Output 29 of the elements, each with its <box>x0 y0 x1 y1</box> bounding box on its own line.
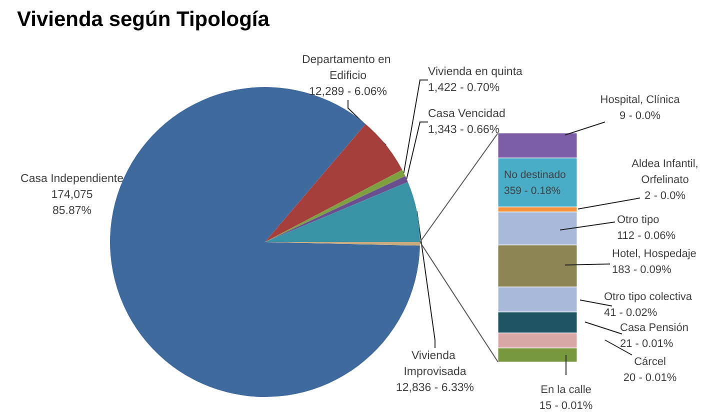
data-label: 15 - 0.01% <box>539 400 593 412</box>
category-label: No destinado <box>504 169 566 181</box>
data-label: 2 - 0.0% <box>644 190 686 202</box>
data-label: 174,075 85.87% <box>51 189 93 217</box>
slice-label: Departamento en Edificio <box>302 54 394 82</box>
data-label: 21 - 0.01% <box>620 338 674 350</box>
data-label: 1,343 - 0.66% <box>428 124 500 136</box>
category-label: Cárcel <box>634 356 666 368</box>
category-label: Casa Pensión <box>620 322 688 334</box>
slice-label: Casa Independiente <box>20 173 124 185</box>
data-label: 112 - 0.06% <box>617 230 676 242</box>
category-label: Otro tipo colectiva <box>604 291 693 303</box>
data-label: 1,422 - 0.70% <box>428 82 500 94</box>
data-label: 359 - 0.18% <box>504 185 561 197</box>
slice-label: Vivienda Improvisada <box>404 350 467 378</box>
category-label: Aldea Infantil, Orfelinato <box>632 158 698 186</box>
category-label: Hotel, Hospedaje <box>612 248 696 260</box>
slice-label: Vivienda en quinta <box>428 66 524 78</box>
chart-title: Vivienda según Tipología <box>17 8 270 31</box>
category-label: Hospital, Clínica <box>600 94 681 106</box>
slice-label: Casa Vencidad <box>428 108 506 120</box>
data-label: 20 - 0.01% <box>623 372 677 384</box>
category-label: Otro tipo <box>617 214 660 226</box>
data-label: 12,836 - 6.33% <box>396 382 474 394</box>
data-label: 12,289 - 6.06% <box>308 86 388 98</box>
data-label: 9 - 0.0% <box>620 110 661 122</box>
data-label: 41 - 0.02% <box>604 307 658 319</box>
category-label: En la calle <box>540 384 592 396</box>
data-label: 183 - 0.09% <box>612 264 672 276</box>
